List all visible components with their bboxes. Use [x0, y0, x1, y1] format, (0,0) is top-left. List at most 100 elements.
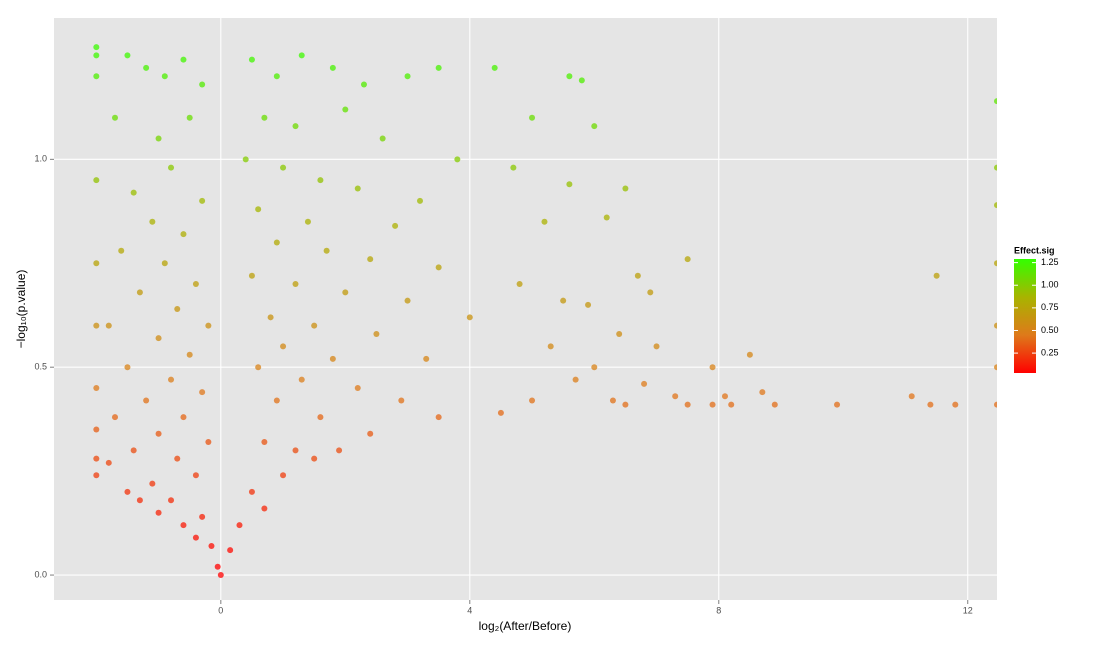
point — [205, 322, 212, 329]
point — [367, 256, 374, 263]
point — [298, 52, 305, 59]
point — [208, 542, 215, 549]
point — [329, 64, 336, 71]
point — [672, 393, 679, 400]
point — [105, 322, 112, 329]
point — [653, 343, 660, 350]
point — [136, 497, 143, 504]
point — [130, 189, 137, 196]
point — [217, 572, 224, 579]
point — [93, 177, 100, 184]
point — [342, 289, 349, 296]
point — [199, 81, 206, 88]
point — [641, 380, 648, 387]
point — [684, 256, 691, 263]
point — [392, 222, 399, 229]
point — [280, 472, 287, 479]
x-axis-title: log₂(After/Before) — [479, 619, 572, 633]
point — [161, 260, 168, 267]
point — [192, 472, 199, 479]
point — [684, 401, 691, 408]
point — [192, 534, 199, 541]
point — [118, 247, 125, 254]
point — [603, 214, 610, 221]
point — [634, 272, 641, 279]
point — [759, 389, 766, 396]
point — [994, 364, 997, 371]
point — [709, 364, 716, 371]
point — [516, 281, 523, 288]
y-tick-label: 1.0 — [34, 154, 47, 164]
point — [398, 397, 405, 404]
point — [994, 202, 997, 209]
point — [93, 44, 100, 51]
point — [578, 77, 585, 84]
point — [248, 488, 255, 495]
point — [124, 488, 131, 495]
point — [143, 397, 150, 404]
point — [192, 281, 199, 288]
point — [547, 343, 554, 350]
colorbar-tick-label: 0.75 — [1041, 302, 1059, 312]
point — [199, 513, 206, 520]
point — [273, 239, 280, 246]
point — [622, 401, 629, 408]
point — [105, 459, 112, 466]
point — [292, 447, 299, 454]
point — [174, 455, 181, 462]
point — [280, 164, 287, 171]
point — [360, 81, 367, 88]
point — [709, 401, 716, 408]
x-tick-label: 4 — [467, 605, 472, 615]
point — [585, 301, 592, 308]
point — [149, 218, 156, 225]
point — [292, 123, 299, 130]
point — [93, 455, 100, 462]
point — [994, 98, 997, 105]
point — [180, 231, 187, 238]
point — [199, 197, 206, 204]
point — [298, 376, 305, 383]
point — [435, 264, 442, 271]
point — [566, 73, 573, 80]
point — [155, 430, 162, 437]
colorbar-tick-label: 1.25 — [1041, 257, 1059, 267]
point — [261, 114, 268, 121]
point — [323, 247, 330, 254]
point — [404, 73, 411, 80]
point — [214, 563, 221, 570]
point — [423, 355, 430, 362]
point — [93, 384, 100, 391]
point — [435, 414, 442, 421]
point — [616, 330, 623, 337]
point — [267, 314, 274, 321]
point — [236, 522, 243, 529]
point — [93, 426, 100, 433]
point — [354, 185, 361, 192]
legend-title: Effect.sig — [1014, 245, 1055, 255]
point — [255, 206, 262, 213]
point — [149, 480, 156, 487]
colorbar-tick-label: 0.50 — [1041, 325, 1059, 335]
point — [180, 56, 187, 63]
point — [454, 156, 461, 163]
point — [529, 397, 536, 404]
point — [199, 389, 206, 396]
point — [168, 164, 175, 171]
point — [591, 123, 598, 130]
point — [933, 272, 940, 279]
point — [994, 260, 997, 267]
y-axis-title: −log₁₀(p.value) — [14, 270, 28, 349]
point — [136, 289, 143, 296]
point — [510, 164, 517, 171]
point — [168, 376, 175, 383]
point — [255, 364, 262, 371]
point — [466, 314, 473, 321]
point — [93, 52, 100, 59]
point — [317, 177, 324, 184]
point — [93, 73, 100, 80]
point — [609, 397, 616, 404]
point — [491, 64, 498, 71]
point — [541, 218, 548, 225]
point — [566, 181, 573, 188]
